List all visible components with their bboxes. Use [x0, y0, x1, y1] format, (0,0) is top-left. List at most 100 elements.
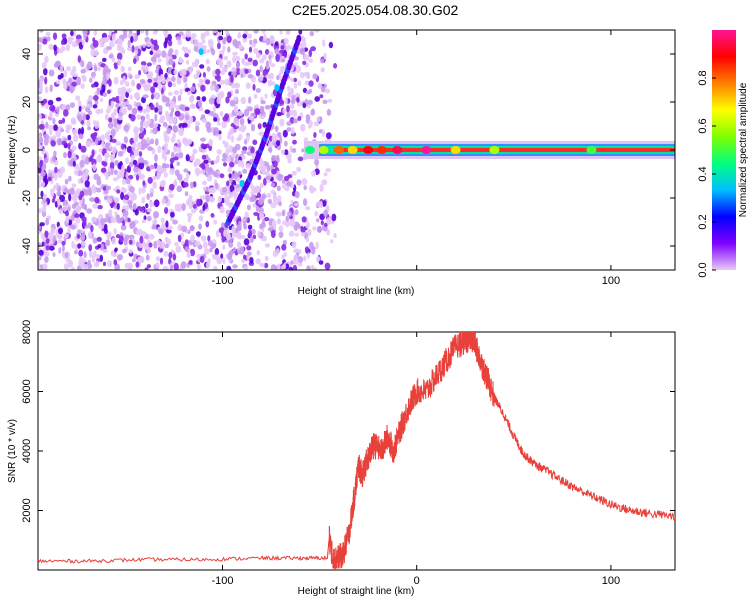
noise-speck: [64, 178, 69, 185]
y-tick-label: 20: [21, 96, 33, 108]
noise-speck: [222, 186, 228, 193]
noise-speck: [314, 159, 320, 166]
noise-speck: [71, 266, 75, 270]
noise-speck: [38, 113, 42, 120]
noise-speck: [122, 75, 126, 84]
noise-speck: [187, 49, 191, 54]
noise-speck: [120, 192, 125, 200]
noise-speck: [222, 66, 228, 73]
noise-speck: [183, 46, 189, 55]
noise-speck: [102, 261, 107, 267]
noise-speck: [130, 36, 134, 44]
noise-speck: [151, 225, 157, 230]
noise-speck: [127, 39, 131, 48]
noise-speck: [104, 158, 108, 163]
noise-speck: [53, 63, 59, 68]
noise-speck: [296, 179, 302, 186]
noise-speck: [152, 181, 157, 189]
noise-speck: [139, 235, 144, 244]
noise-speck: [283, 252, 287, 257]
noise-speck: [131, 154, 136, 159]
noise-speck: [100, 97, 104, 103]
noise-speck: [100, 167, 107, 173]
noise-speck: [276, 154, 280, 162]
noise-speck: [132, 258, 136, 263]
noise-speck: [164, 243, 169, 249]
noise-speck: [186, 212, 193, 218]
noise-speck: [324, 262, 331, 270]
noise-speck: [69, 85, 75, 93]
noise-speck: [149, 200, 153, 208]
noise-speck: [38, 208, 43, 214]
noise-speck: [142, 43, 146, 48]
noise-speck: [319, 184, 324, 192]
noise-speck: [238, 44, 243, 50]
noise-speck: [190, 234, 195, 243]
noise-speck: [300, 227, 306, 233]
noise-speck: [145, 254, 150, 261]
noise-speck: [174, 241, 179, 247]
noise-speck: [55, 182, 59, 187]
noise-speck: [135, 241, 140, 248]
noise-speck: [259, 105, 265, 113]
noise-speck: [91, 255, 96, 263]
noise-speck: [67, 134, 72, 141]
noise-speck: [213, 219, 218, 225]
noise-speck: [110, 167, 114, 176]
noise-speck: [246, 251, 252, 256]
noise-speck: [162, 121, 168, 127]
noise-speck: [215, 182, 219, 189]
noise-speck: [70, 152, 76, 159]
noise-speck: [128, 161, 134, 168]
noise-speck: [105, 185, 112, 191]
noise-speck: [75, 95, 81, 101]
noise-speck: [233, 105, 238, 113]
noise-speck: [307, 228, 312, 235]
noise-speck: [114, 30, 118, 34]
noise-speck: [121, 49, 126, 55]
noise-speck: [129, 186, 135, 193]
noise-speck: [241, 150, 247, 155]
noise-speck: [258, 207, 264, 214]
noise-speck: [181, 225, 188, 233]
noise-speck: [234, 159, 239, 165]
noise-speck: [57, 198, 61, 207]
noise-speck: [145, 30, 149, 36]
noise-speck: [283, 52, 288, 58]
noise-speck: [154, 107, 159, 113]
colorbar-tick-label: 0.2: [697, 214, 709, 229]
noise-speck: [110, 250, 115, 256]
noise-speck: [66, 66, 71, 72]
noise-speck: [61, 240, 66, 246]
y-tick-label: 6000: [21, 379, 33, 403]
noise-speck: [75, 205, 81, 214]
noise-speck: [91, 83, 96, 88]
noise-speck: [172, 125, 177, 133]
noise-speck: [249, 39, 253, 45]
noise-speck: [213, 159, 219, 164]
noise-speck: [196, 198, 201, 207]
noise-speck: [107, 130, 111, 135]
noise-speck: [289, 219, 295, 227]
noise-speck: [152, 126, 158, 135]
noise-speck: [131, 45, 135, 53]
noise-speck: [153, 77, 158, 82]
noise-speck: [178, 31, 184, 36]
noise-speck: [238, 247, 244, 254]
noise-speck: [230, 153, 236, 159]
noise-speck: [60, 128, 64, 133]
noise-speck: [193, 39, 199, 47]
noise-speck: [130, 193, 136, 202]
noise-speck: [93, 64, 98, 72]
noise-speck: [232, 264, 238, 269]
noise-speck: [125, 177, 131, 185]
noise-speck: [288, 266, 294, 270]
noise-speck: [319, 200, 323, 209]
noise-speck: [167, 81, 173, 88]
noise-speck: [253, 30, 259, 34]
noise-speck: [45, 238, 50, 244]
noise-speck: [270, 189, 276, 195]
noise-speck: [189, 95, 195, 103]
noise-speck: [221, 120, 227, 129]
noise-speck: [155, 256, 161, 262]
